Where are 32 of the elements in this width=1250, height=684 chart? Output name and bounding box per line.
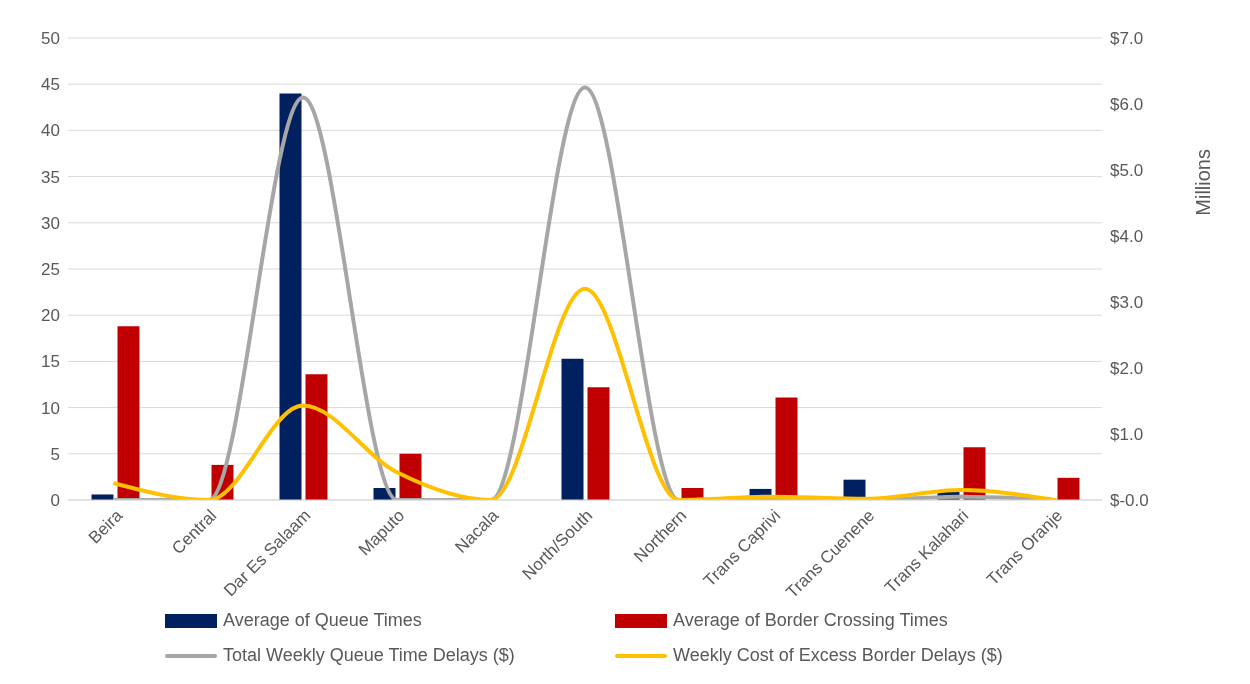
bar	[91, 494, 114, 500]
y-tick-label: 0	[50, 491, 60, 510]
legend-label: Total Weekly Queue Time Delays ($)	[223, 645, 515, 666]
y-tick-label: 30	[41, 213, 60, 233]
line-series	[113, 286, 1057, 500]
y2-tick-label: $6.0	[1110, 95, 1144, 114]
bar	[1057, 477, 1080, 500]
bar	[587, 387, 610, 500]
y2-tick-label: $2.0	[1110, 359, 1144, 378]
y-tick-label: 50	[41, 29, 60, 48]
y2-tick-label: $5.0	[1110, 161, 1144, 180]
y2-tick-label: $7.0	[1110, 29, 1144, 48]
bar	[305, 374, 328, 500]
y-tick-label: 10	[41, 398, 60, 418]
bar	[117, 326, 140, 500]
bar	[279, 93, 302, 500]
y2-tick-label: $-0.0	[1110, 491, 1149, 510]
legend-label: Average of Queue Times	[223, 610, 422, 631]
y-tick-label: 15	[41, 352, 60, 372]
y-tick-label: 5	[50, 444, 60, 464]
y-tick-label: 20	[41, 306, 60, 326]
y2-axis-title: Millions	[1192, 149, 1215, 216]
y-tick-label: 25	[41, 260, 60, 279]
y2-tick-label: $1.0	[1110, 425, 1144, 444]
y2-tick-label: $3.0	[1110, 293, 1144, 312]
y-tick-label: 35	[41, 167, 60, 187]
y-tick-label: 40	[41, 121, 60, 141]
y-tick-label: 45	[41, 75, 60, 95]
legend-label: Average of Border Crossing Times	[673, 610, 948, 631]
y2-tick-label: $4.0	[1110, 227, 1144, 246]
legend-label: Weekly Cost of Excess Border Delays ($)	[673, 645, 1003, 666]
bar	[561, 358, 584, 500]
